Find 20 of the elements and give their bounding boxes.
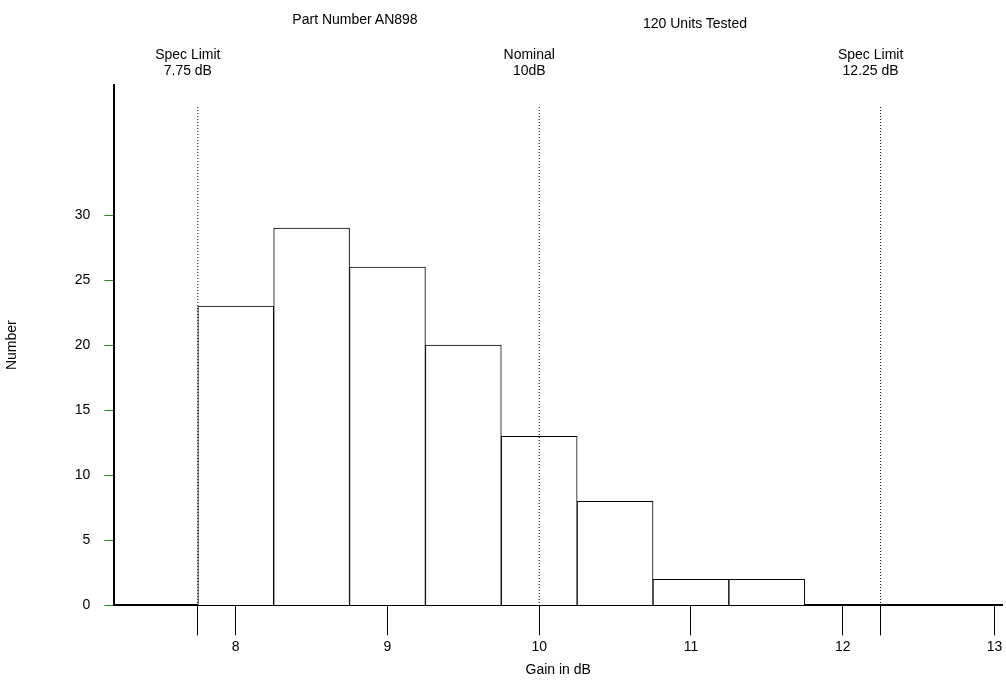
x-tick-label: 11 [683, 637, 699, 654]
y-tick-label: 30 [74, 205, 91, 222]
y-tick-label: 10 [74, 466, 91, 483]
chart-title: Part Number AN898 [292, 11, 418, 27]
y-tick-label: 0 [82, 596, 91, 613]
ref-line-label: Spec Limit 7.75 dB [155, 46, 221, 78]
x-tick-label: 13 [986, 637, 1003, 654]
y-tick-label: 25 [74, 271, 91, 288]
ref-line-label: Spec Limit 12.25 dB [837, 46, 904, 78]
y-tick-label: 5 [82, 531, 91, 548]
x-tick-label: 9 [383, 637, 392, 654]
x-tick-label: 8 [231, 637, 240, 654]
chart-subtitle: 120 Units Tested [642, 15, 748, 31]
y-tick-label: 15 [74, 401, 91, 418]
y-axis-title: Number [3, 319, 20, 371]
ref-line-label: Nominal 10dB [503, 46, 555, 78]
x-tick-label: 10 [531, 637, 548, 654]
y-tick-label: 20 [74, 336, 91, 353]
x-tick-label: 12 [834, 637, 851, 654]
x-axis-title: Gain in dB [525, 661, 591, 678]
